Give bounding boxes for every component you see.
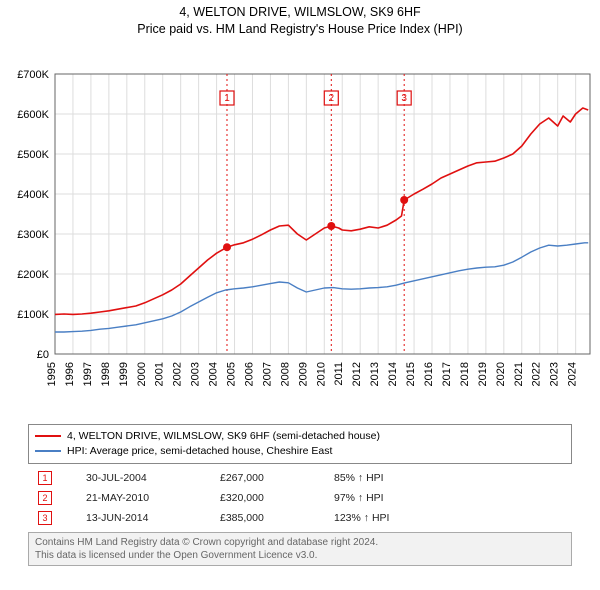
sale-marker-icon: 3	[38, 511, 52, 525]
footer-line-1: Contains HM Land Registry data © Crown c…	[35, 536, 565, 549]
sale-date: 13-JUN-2014	[86, 512, 216, 524]
svg-text:2022: 2022	[531, 362, 543, 386]
svg-text:2005: 2005	[226, 362, 238, 386]
svg-text:2001: 2001	[154, 362, 166, 386]
svg-text:2019: 2019	[477, 362, 489, 386]
sales-row: 3 13-JUN-2014 £385,000 123% ↑ HPI	[28, 508, 572, 528]
sale-pct: 123% ↑ HPI	[334, 512, 454, 524]
sales-row: 2 21-MAY-2010 £320,000 97% ↑ HPI	[28, 488, 572, 508]
title-line-2: Price paid vs. HM Land Registry's House …	[0, 21, 600, 38]
svg-text:2009: 2009	[297, 362, 309, 386]
svg-text:2023: 2023	[549, 362, 561, 386]
svg-text:1996: 1996	[64, 362, 76, 386]
footer-attribution: Contains HM Land Registry data © Crown c…	[28, 532, 572, 566]
svg-text:2021: 2021	[513, 362, 525, 386]
sale-date: 30-JUL-2004	[86, 472, 216, 484]
line-chart-svg: £0 £100K £200K £300K £400K £500K £600K £700K 199…	[0, 40, 600, 420]
legend-label-hpi: HPI: Average price, semi-detached house,…	[67, 445, 332, 457]
sale-date: 21-MAY-2010	[86, 492, 216, 504]
svg-text:£200K: £200K	[17, 269, 49, 281]
chart-area: £0 £100K £200K £300K £400K £500K £600K £700K 199…	[0, 40, 600, 420]
svg-text:2012: 2012	[351, 362, 363, 386]
svg-text:2017: 2017	[441, 362, 453, 386]
footer-line-2: This data is licensed under the Open Gov…	[35, 549, 565, 562]
svg-text:£500K: £500K	[17, 149, 49, 161]
svg-text:2018: 2018	[459, 362, 471, 386]
svg-text:2003: 2003	[190, 362, 202, 386]
sale-marker-icon: 2	[38, 491, 52, 505]
svg-text:2013: 2013	[369, 362, 381, 386]
svg-text:2006: 2006	[243, 362, 255, 386]
sales-table: 1 30-JUL-2004 £267,000 85% ↑ HPI 2 21-MA…	[28, 468, 572, 528]
sale-pct: 97% ↑ HPI	[334, 492, 454, 504]
svg-text:2014: 2014	[387, 362, 399, 386]
sale-marker-icon: 1	[38, 471, 52, 485]
svg-text:£300K: £300K	[17, 229, 49, 241]
svg-text:£600K: £600K	[17, 109, 49, 121]
sale-price: £320,000	[220, 492, 330, 504]
svg-text:3: 3	[401, 93, 407, 104]
svg-text:2007: 2007	[261, 362, 273, 386]
svg-text:2016: 2016	[423, 362, 435, 386]
svg-text:1997: 1997	[82, 362, 94, 386]
legend: 4, WELTON DRIVE, WILMSLOW, SK9 6HF (semi…	[28, 424, 572, 464]
svg-text:2002: 2002	[172, 362, 184, 386]
legend-swatch-property	[35, 435, 61, 437]
svg-text:1: 1	[224, 93, 230, 104]
svg-text:2008: 2008	[279, 362, 291, 386]
legend-item-property: 4, WELTON DRIVE, WILMSLOW, SK9 6HF (semi…	[35, 429, 565, 444]
svg-text:£0: £0	[37, 349, 49, 361]
svg-text:1995: 1995	[46, 362, 58, 386]
svg-text:2000: 2000	[136, 362, 148, 386]
svg-text:2015: 2015	[405, 362, 417, 386]
svg-text:2: 2	[329, 93, 335, 104]
legend-label-property: 4, WELTON DRIVE, WILMSLOW, SK9 6HF (semi…	[67, 430, 380, 442]
svg-text:1999: 1999	[118, 362, 130, 386]
legend-swatch-hpi	[35, 450, 61, 452]
svg-text:£400K: £400K	[17, 189, 49, 201]
sales-row: 1 30-JUL-2004 £267,000 85% ↑ HPI	[28, 468, 572, 488]
svg-text:2010: 2010	[315, 362, 327, 386]
svg-text:1998: 1998	[100, 362, 112, 386]
svg-text:2004: 2004	[208, 362, 220, 386]
svg-text:2024: 2024	[567, 362, 579, 386]
svg-text:£700K: £700K	[17, 69, 49, 81]
sale-pct: 85% ↑ HPI	[334, 472, 454, 484]
svg-text:2011: 2011	[333, 362, 345, 386]
chart-title-block: 4, WELTON DRIVE, WILMSLOW, SK9 6HF Price…	[0, 0, 600, 40]
sale-price: £267,000	[220, 472, 330, 484]
svg-text:£100K: £100K	[17, 309, 49, 321]
svg-text:2020: 2020	[495, 362, 507, 386]
legend-item-hpi: HPI: Average price, semi-detached house,…	[35, 444, 565, 459]
sale-price: £385,000	[220, 512, 330, 524]
title-line-1: 4, WELTON DRIVE, WILMSLOW, SK9 6HF	[0, 4, 600, 21]
